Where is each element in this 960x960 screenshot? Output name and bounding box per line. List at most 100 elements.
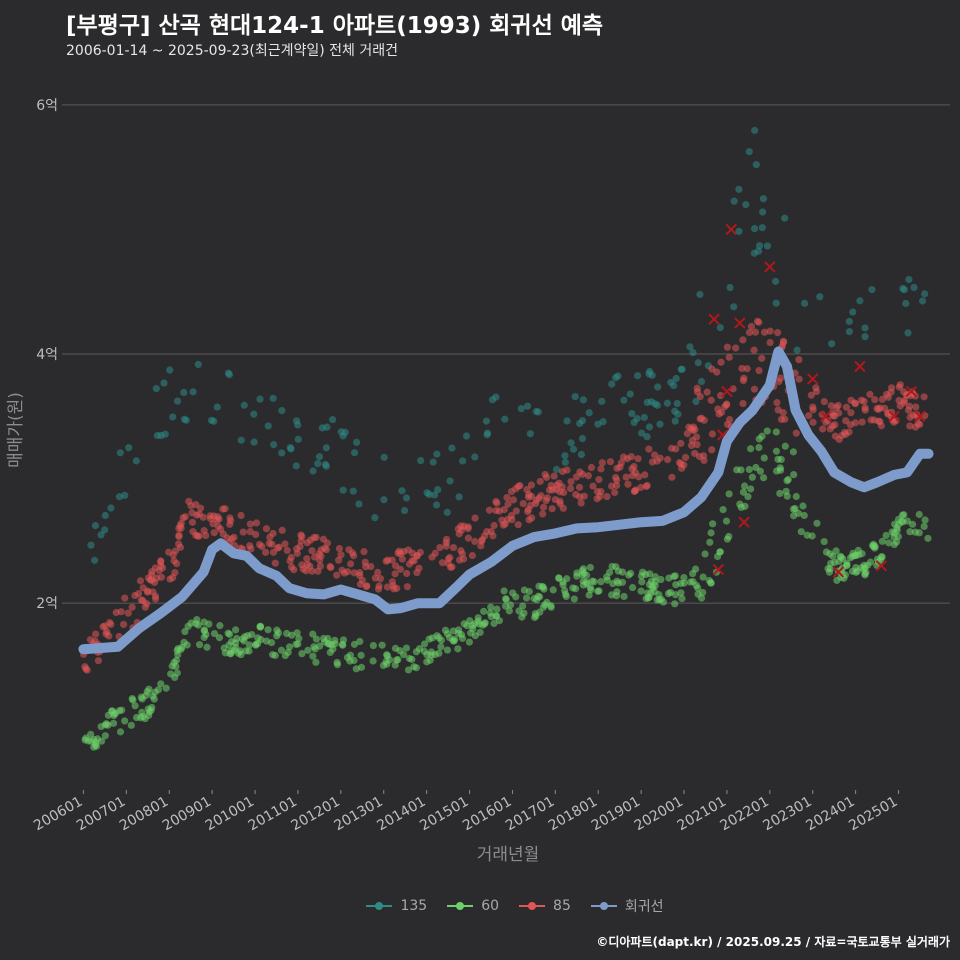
scatter-point-135 — [763, 242, 771, 250]
scatter-point-85 — [624, 480, 632, 488]
scatter-point-60 — [402, 644, 411, 652]
scatter-point-85 — [575, 483, 584, 491]
x-tick-label: 201301 — [331, 794, 385, 835]
cancel-mark — [832, 566, 845, 578]
scatter-point-60 — [772, 447, 781, 455]
x-tick-label: 202401 — [803, 794, 857, 835]
scatter-point-60 — [502, 595, 510, 604]
scatter-point-85 — [219, 505, 227, 513]
y-axis: 2억 4억 6억 — [36, 98, 58, 612]
scatter-point-85 — [175, 540, 183, 548]
scatter-point-85 — [606, 458, 615, 466]
scatter-point-135 — [612, 374, 620, 382]
scatter-point-85 — [566, 484, 575, 493]
scatter-point-135 — [646, 367, 654, 376]
scatter-point-60 — [763, 427, 771, 435]
scatter-point-85 — [773, 399, 781, 407]
scatter-point-135 — [455, 493, 463, 501]
x-tick-label: 201601 — [460, 794, 514, 835]
scatter-point-85 — [92, 630, 100, 638]
scatter-point-135 — [471, 453, 479, 461]
scatter-point-85 — [820, 397, 828, 406]
scatter-point-60 — [205, 620, 213, 628]
scatter-point-60 — [240, 637, 248, 645]
scatter-point-85 — [668, 444, 676, 452]
scatter-point-85 — [210, 529, 218, 537]
scatter-point-135 — [656, 420, 664, 428]
scatter-point-60 — [391, 644, 400, 652]
scatter-point-85 — [444, 559, 452, 568]
scatter-point-60 — [492, 612, 500, 620]
scatter-point-135 — [630, 418, 638, 427]
scatter-point-85 — [483, 528, 491, 536]
scatter-point-135 — [380, 453, 388, 461]
scatter-point-85 — [363, 582, 371, 590]
scatter-point-135 — [90, 556, 99, 564]
scatter-point-85 — [415, 564, 423, 572]
scatter-point-135 — [87, 541, 95, 549]
scatter-point-85 — [567, 478, 575, 486]
scatter-point-85 — [584, 472, 593, 480]
y-tick-label: 2억 — [36, 596, 58, 612]
scatter-point-85 — [317, 552, 325, 560]
scatter-point-85 — [82, 665, 90, 673]
scatter-point-85 — [514, 521, 522, 529]
scatter-point-135 — [742, 201, 750, 209]
scatter-point-85 — [612, 481, 621, 490]
scatter-point-60 — [267, 639, 276, 647]
scatter-point-60 — [579, 581, 588, 589]
scatter-point-85 — [847, 409, 855, 417]
scatter-point-85 — [866, 390, 874, 398]
scatter-point-135 — [628, 409, 636, 418]
scatter-point-60 — [570, 595, 578, 603]
scatter-point-135 — [620, 396, 628, 404]
scatter-point-60 — [747, 485, 755, 493]
scatter-point-85 — [367, 562, 375, 571]
scatter-point-60 — [571, 585, 580, 593]
scatter-point-85 — [151, 592, 160, 600]
scatter-point-60 — [665, 574, 673, 582]
scatter-point-60 — [756, 467, 764, 475]
scatter-point-135 — [256, 395, 264, 403]
scatter-point-135 — [816, 293, 824, 301]
scatter-point-60 — [97, 737, 106, 745]
scatter-point-135 — [417, 456, 425, 465]
credit-text: ©디아파트(dapt.kr) / 2025.09.25 / 자료=국토교통부 실… — [596, 935, 950, 949]
scatter-point-60 — [776, 466, 785, 474]
scatter-point-60 — [420, 647, 429, 655]
scatter-point-60 — [443, 646, 452, 654]
scatter-point-60 — [405, 654, 413, 663]
scatter-point-85 — [818, 410, 826, 419]
scatter-point-85 — [717, 358, 725, 366]
scatter-point-60 — [578, 571, 586, 579]
scatter-point-135 — [169, 413, 177, 421]
y-tick-label: 4억 — [36, 347, 58, 363]
scatter-point-135 — [567, 439, 575, 447]
scatter-point-60 — [894, 532, 902, 541]
scatter-point-60 — [853, 567, 861, 575]
scatter-point-60 — [423, 658, 431, 666]
scatter-point-60 — [878, 537, 887, 545]
scatter-point-60 — [128, 694, 136, 703]
scatter-point-85 — [781, 415, 789, 423]
scatter-point-85 — [542, 496, 550, 505]
scatter-point-85 — [739, 336, 747, 344]
scatter-point-85 — [834, 401, 842, 410]
scatter-point-60 — [781, 442, 789, 450]
scatter-point-85 — [436, 543, 444, 552]
scatter-point-85 — [523, 486, 531, 494]
scatter-point-85 — [303, 555, 311, 563]
scatter-point-135 — [292, 462, 300, 470]
scatter-point-85 — [457, 547, 465, 555]
scatter-point-85 — [500, 505, 508, 514]
scatter-point-60 — [97, 722, 105, 731]
scatter-point-60 — [109, 719, 118, 727]
legend-key-icon — [366, 899, 393, 913]
scatter-point-60 — [295, 634, 303, 643]
scatter-point-60 — [701, 550, 709, 558]
scatter-point-60 — [755, 443, 763, 452]
scatter-point-60 — [339, 636, 348, 644]
scatter-point-60 — [232, 639, 240, 647]
scatter-point-60 — [288, 631, 296, 639]
scatter-point-60 — [855, 551, 863, 559]
